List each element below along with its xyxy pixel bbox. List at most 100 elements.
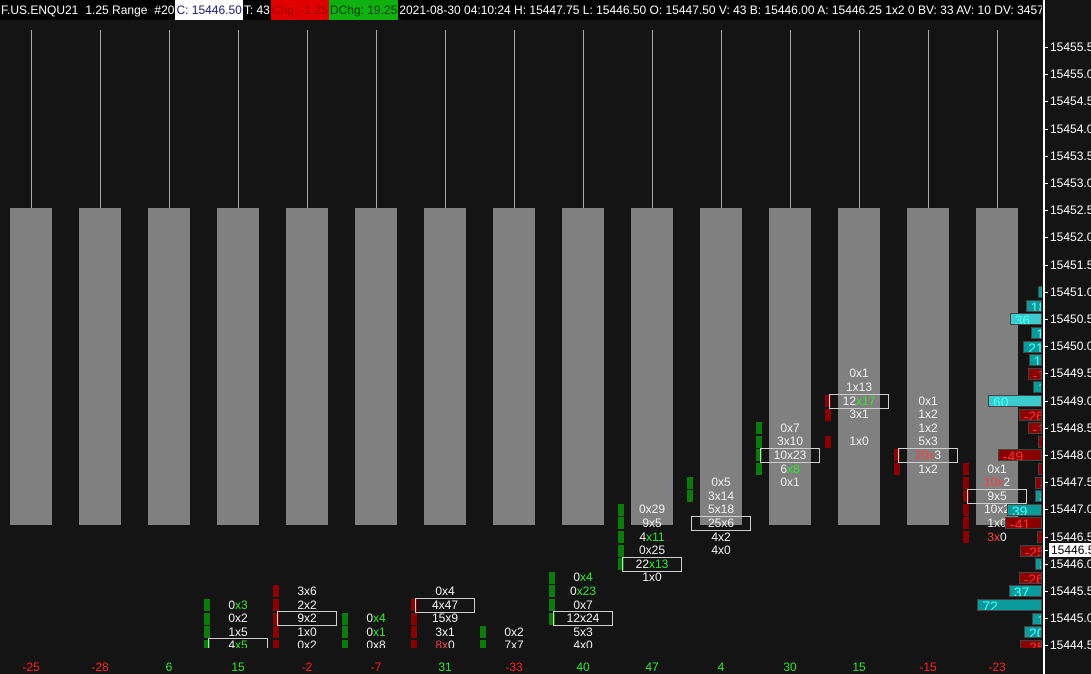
bid-volume: 3	[435, 624, 442, 639]
sell-imbalance-marker	[894, 449, 900, 462]
separator: x	[925, 461, 931, 476]
footprint-cell: 10x2	[984, 476, 1010, 489]
bid-volume: 0	[573, 570, 580, 585]
separator: x	[718, 529, 724, 544]
price-tick-label: 15448.00	[1045, 448, 1091, 462]
separator: x	[645, 502, 652, 517]
ask-volume: 0	[310, 624, 317, 639]
bid-volume: 3	[987, 529, 994, 544]
price-tick-label: 15445.50	[1045, 584, 1091, 598]
bid-volume: 0	[366, 624, 373, 639]
footprint-cell: 0x2	[297, 639, 316, 648]
footprint-cell: 0x23	[569, 583, 596, 598]
footprint-cell: 0x2	[504, 624, 523, 639]
footprint-cell: 4x5	[208, 638, 268, 648]
footprint-cell: 7x7	[504, 639, 523, 648]
footprint-cell: 3x1	[435, 624, 454, 639]
price-tick-label: 15449.00	[1045, 394, 1091, 408]
footprint-cell: 0x1	[918, 393, 938, 408]
separator: x	[787, 447, 793, 462]
bid-volume: 4	[431, 597, 439, 612]
ask-volume: 8	[379, 638, 386, 648]
bar-type: 1.25 Range	[85, 3, 148, 17]
sell-imbalance-marker	[273, 599, 279, 611]
price-tick-text: 15446.00	[1050, 556, 1091, 571]
volume-profile-bar: -25	[1019, 544, 1042, 557]
footprint-cell: 0x25	[639, 544, 665, 557]
ask-volume: 0	[724, 543, 731, 558]
bid-volume: 0	[228, 611, 235, 626]
price-axis[interactable]: 15455.50 15455.00 15454.50 15454.00 15453.50…	[1043, 0, 1091, 674]
candle-wick	[652, 30, 653, 208]
bid-volume: 0	[366, 638, 373, 648]
bid-volume: 0	[504, 624, 511, 639]
volume-profile-bar: 21	[1023, 340, 1042, 353]
footprint-cell: 3x0	[987, 529, 1006, 544]
change: Chg: -1.25	[270, 0, 329, 20]
footprint-cell: 4x0	[711, 544, 730, 557]
profile-value: 15	[1033, 354, 1042, 367]
ask-volume: 3	[241, 597, 248, 612]
bid-volume: 0	[569, 583, 577, 598]
bid-volume: 6	[780, 461, 787, 476]
footprint-cell: 0x7	[780, 420, 799, 435]
price-tick-label: 15446.50	[1045, 530, 1091, 544]
ask-volume: 1	[931, 393, 938, 408]
footprint-cell: 0x1	[366, 624, 385, 639]
footprint-cell: 3x6	[297, 584, 316, 598]
ask-volume: 2	[241, 611, 248, 626]
price-tick-label: 15445.00	[1045, 612, 1091, 625]
separator: x	[442, 583, 448, 598]
bid-volume: 9	[987, 488, 994, 503]
price-tick-label: 15447.50	[1045, 476, 1091, 489]
price-tick-label: 15451.50	[1045, 258, 1091, 272]
separator: x	[856, 393, 862, 408]
separator: x	[646, 529, 653, 544]
volume-profile-bar: -6	[1036, 531, 1042, 543]
ask-volume: 1	[862, 407, 869, 422]
price-tick-label: 15454.00	[1045, 122, 1091, 136]
price-tick-label: 15455.50	[1045, 40, 1091, 54]
volume-profile-bar: -16	[1027, 422, 1042, 435]
footprint-cell: 9x5	[967, 488, 1027, 504]
sell-imbalance-marker	[825, 395, 831, 407]
footprint-cell: 3x1	[849, 408, 868, 421]
ask-volume: 4	[586, 570, 593, 585]
volume-profile-bar: -2	[1038, 435, 1042, 448]
bar-delta: 40	[576, 660, 590, 674]
footprint-cell: 9x5	[642, 516, 661, 530]
sell-imbalance-marker	[273, 612, 279, 625]
bid-volume: 0	[711, 475, 718, 490]
separator: x	[235, 597, 241, 612]
profile-value: 21	[1028, 340, 1041, 353]
bid-volume: 0	[987, 461, 994, 476]
ask-volume: 24	[586, 611, 600, 626]
footprint-cell: 0x4	[573, 571, 592, 584]
bid-volume: 5	[707, 502, 715, 517]
separator: x	[304, 597, 310, 612]
separator: x	[787, 420, 793, 435]
profile-value: 39	[1011, 503, 1028, 516]
footprint-chart[interactable]: 0x3 0x2 1x5 4x5 3x6 2x2 9x2 1x0 0x2 0x4 0x1 0x8 0x4 4…	[0, 20, 1042, 648]
volume-profile-bar: 12	[1031, 327, 1042, 339]
footprint-cell: 1x5	[228, 625, 247, 639]
bar-number: #20	[154, 3, 175, 17]
sell-imbalance-marker	[963, 503, 969, 516]
volume-profile-bar: 8	[1034, 490, 1042, 503]
bid-volume: 25	[707, 515, 722, 530]
bar-delta: 4	[717, 660, 725, 674]
bid-volume: 4	[711, 543, 718, 558]
bid-volume: 0	[780, 475, 787, 490]
buy-imbalance-marker	[204, 639, 210, 648]
separator: x	[925, 434, 931, 449]
ask-volume: 6	[727, 515, 735, 530]
separator: x	[576, 583, 583, 598]
separator: x	[721, 515, 728, 530]
bid-volume: 0	[918, 393, 925, 408]
separator: x	[649, 570, 655, 585]
separator: x	[442, 624, 448, 639]
buy-imbalance-marker	[549, 585, 555, 598]
profile-value: 60	[993, 395, 1009, 407]
ask-volume: 47	[444, 597, 459, 612]
footprint-cell: 9x2	[277, 611, 337, 627]
